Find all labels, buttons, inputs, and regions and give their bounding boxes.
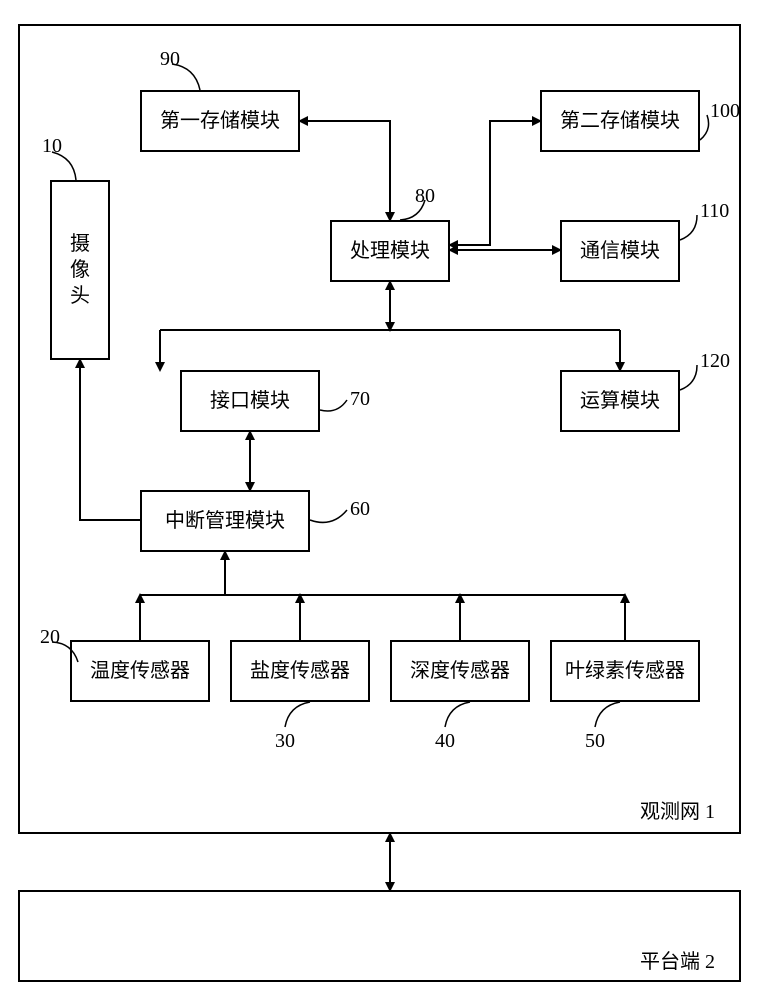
ref-120: 120 (700, 350, 730, 373)
temp-sensor-box: 温度传感器 (70, 640, 210, 702)
ref-80: 80 (415, 185, 435, 208)
observation-net-label: 观测网 1 (640, 795, 715, 824)
ref-90: 90 (160, 48, 180, 71)
salinity-sensor-box: 盐度传感器 (230, 640, 370, 702)
ref-60: 60 (350, 498, 370, 521)
interface-box: 接口模块 (180, 370, 320, 432)
storage1-box: 第一存储模块 (140, 90, 300, 152)
processing-box: 处理模块 (330, 220, 450, 282)
ref-30: 30 (275, 730, 295, 753)
platform-frame (18, 890, 741, 982)
ref-40: 40 (435, 730, 455, 753)
ref-110: 110 (700, 200, 729, 223)
storage2-box: 第二存储模块 (540, 90, 700, 152)
chloro-sensor-box: 叶绿素传感器 (550, 640, 700, 702)
depth-sensor-box: 深度传感器 (390, 640, 530, 702)
compute-box: 运算模块 (560, 370, 680, 432)
platform-label: 平台端 2 (640, 945, 715, 974)
ref-20: 20 (40, 626, 60, 649)
camera-box: 摄像头 (50, 180, 110, 360)
ref-50: 50 (585, 730, 605, 753)
comm-box: 通信模块 (560, 220, 680, 282)
ref-100: 100 (710, 100, 740, 123)
ref-70: 70 (350, 388, 370, 411)
interrupt-box: 中断管理模块 (140, 490, 310, 552)
ref-10: 10 (42, 135, 62, 158)
